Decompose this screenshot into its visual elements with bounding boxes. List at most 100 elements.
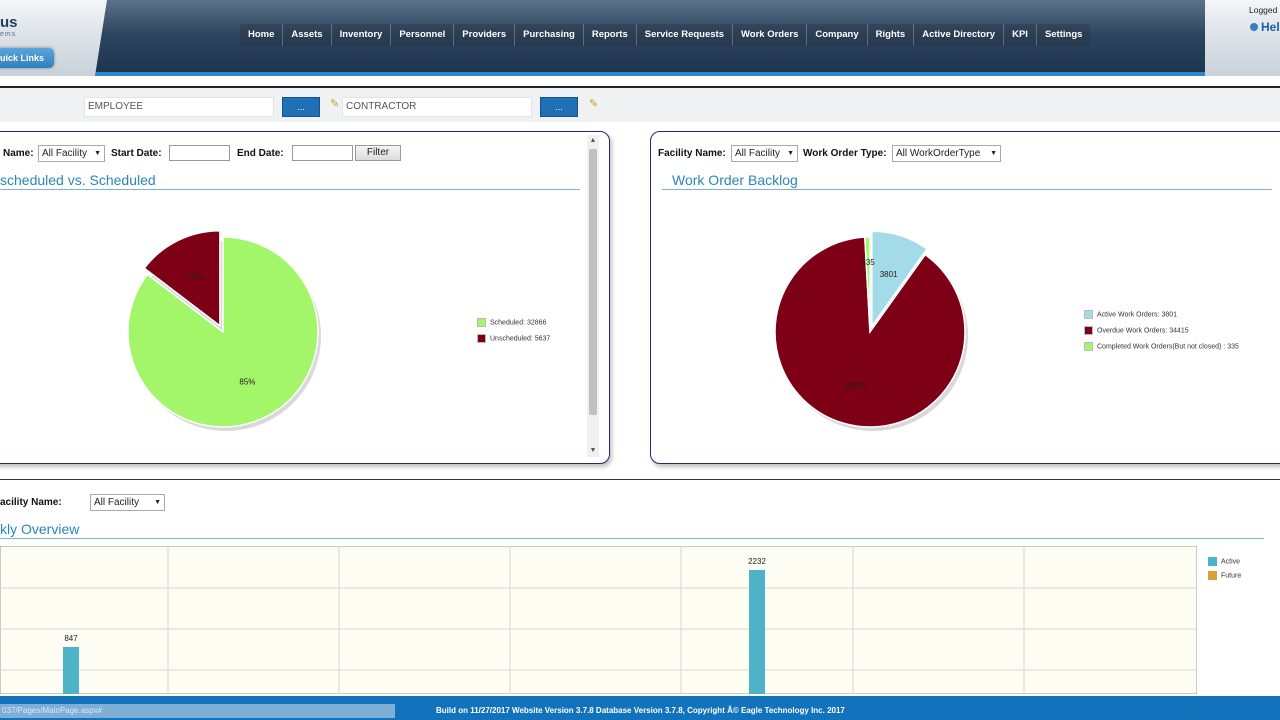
- work-order-type-value: All WorkOrderType: [896, 148, 981, 159]
- backlog-pie-chart: 3801 34415 335: [774, 230, 968, 431]
- legend-label: Future: [1221, 572, 1242, 580]
- nav-assets[interactable]: Assets: [282, 24, 330, 46]
- help-link[interactable]: Hel: [1250, 20, 1280, 34]
- pie-label-active: 3801: [880, 270, 898, 279]
- scrollbar-thumb[interactable]: [589, 149, 597, 415]
- scroll-down-icon[interactable]: ▼: [589, 447, 597, 454]
- nav-personnel[interactable]: Personnel: [390, 24, 453, 46]
- right-panel-title: Work Order Backlog: [672, 172, 798, 188]
- bottom-panel-title: kly Overview: [0, 521, 80, 537]
- contractor-browse-button[interactable]: ...: [540, 97, 578, 117]
- bar-active[interactable]: [63, 646, 79, 694]
- bar-active[interactable]: [749, 570, 765, 694]
- chevron-down-icon: ▼: [154, 499, 161, 506]
- employee-clear-icon[interactable]: ✎: [330, 98, 340, 110]
- header: us ems uick Links Home Assets Inventory …: [0, 0, 1280, 76]
- start-date-input[interactable]: [169, 145, 230, 161]
- legend-label: Overdue Work Orders: 34415: [1097, 327, 1189, 335]
- legend-label: Unscheduled: 5637: [490, 335, 551, 343]
- status-url: 037/Pages/MainPage.aspx#: [0, 704, 395, 718]
- pie-slice-overdue[interactable]: [774, 236, 966, 428]
- nav-settings[interactable]: Settings: [1035, 24, 1090, 46]
- legend-scheduled: Scheduled: 32866: [477, 318, 546, 328]
- backlog-panel: [650, 131, 1280, 464]
- right-facility-label: Facility Name:: [658, 148, 726, 159]
- bar-data-label: 2232: [748, 557, 766, 566]
- legend-swatch: [1084, 310, 1093, 319]
- right-facility-select[interactable]: All Facility ▼: [731, 145, 798, 162]
- footer-copyright: Build on 11/27/2017 Website Version 3.7.…: [436, 706, 845, 715]
- pie-label-overdue: 34415: [844, 381, 867, 390]
- legend-swatch: [1084, 326, 1093, 335]
- chevron-down-icon: ▼: [787, 150, 794, 157]
- legend-unscheduled: Unscheduled: 5637: [477, 334, 550, 344]
- pie-slice-active[interactable]: [871, 230, 929, 329]
- left-facility-label: Name:: [3, 148, 34, 159]
- work-order-type-select[interactable]: All WorkOrderType ▼: [892, 145, 1001, 162]
- legend-label: Active Work Orders: 3801: [1097, 311, 1178, 319]
- scroll-up-icon[interactable]: ▲: [589, 137, 597, 144]
- bottom-facility-select[interactable]: All Facility ▼: [90, 494, 165, 511]
- end-date-label: End Date:: [237, 148, 284, 159]
- legend-swatch: [1208, 557, 1217, 566]
- nav-rights[interactable]: Rights: [866, 24, 914, 46]
- left-panel-title: scheduled vs. Scheduled: [0, 172, 156, 188]
- contractor-clear-icon[interactable]: ✎: [589, 98, 599, 110]
- nav-purchasing[interactable]: Purchasing: [514, 24, 583, 46]
- header-banner: [95, 0, 1205, 76]
- quick-links-button[interactable]: uick Links: [0, 48, 54, 68]
- nav-providers[interactable]: Providers: [453, 24, 514, 46]
- nav-kpi[interactable]: KPI: [1003, 24, 1036, 46]
- legend-swatch: [1084, 342, 1093, 351]
- legend-label: Completed Work Orders(But not closed) : …: [1097, 343, 1239, 351]
- filter-button[interactable]: Filter: [355, 145, 401, 161]
- scheduled-pie-chart: 85% 15%: [127, 229, 321, 431]
- legend-swatch: [477, 318, 486, 327]
- help-icon: [1250, 23, 1258, 31]
- legend-future: Future: [1208, 571, 1241, 581]
- left-facility-value: All Facility: [42, 148, 88, 159]
- bar-data-label: 847: [64, 634, 78, 643]
- pie-label-unscheduled: 15%: [187, 272, 203, 281]
- logged-in-text: Logged: [1249, 5, 1278, 15]
- nav-reports[interactable]: Reports: [582, 24, 636, 46]
- employee-field[interactable]: EMPLOYEE: [84, 97, 274, 117]
- nav-service-requests[interactable]: Service Requests: [635, 24, 732, 46]
- left-facility-select[interactable]: All Facility ▼: [38, 145, 105, 162]
- left-panel-scrollbar[interactable]: ▲ ▼: [587, 135, 599, 457]
- pie-slice-unscheduled[interactable]: [143, 229, 221, 328]
- legend-label: Scheduled: 32866: [490, 319, 547, 327]
- chevron-down-icon: ▼: [990, 150, 997, 157]
- legend-active-work-orders: Active Work Orders: 3801: [1084, 310, 1177, 320]
- start-date-label: Start Date:: [111, 148, 162, 159]
- legend-overdue-work-orders: Overdue Work Orders: 34415: [1084, 326, 1189, 336]
- nav-work-orders[interactable]: Work Orders: [731, 24, 806, 46]
- legend-swatch: [477, 334, 486, 343]
- nav-inventory[interactable]: Inventory: [330, 24, 391, 46]
- weekly-overview-bar-chart: 847 2232: [0, 546, 1197, 694]
- legend-completed-work-orders: Completed Work Orders(But not closed) : …: [1084, 342, 1239, 352]
- person-filter-bar: EMPLOYEE ... ✎ CONTRACTOR ... ✎: [0, 86, 1280, 122]
- section-separator: [0, 479, 1280, 480]
- pie-slice-completed[interactable]: [864, 236, 871, 333]
- plot-area: [0, 546, 1197, 694]
- right-title-rule: [662, 189, 1272, 190]
- bottom-title-rule: [0, 538, 1264, 539]
- nav-company[interactable]: Company: [806, 24, 866, 46]
- logo: us: [0, 14, 18, 31]
- pie-slice-scheduled[interactable]: [127, 236, 319, 428]
- bottom-facility-label: acility Name:: [0, 497, 62, 508]
- logo-subtitle: ems: [0, 31, 17, 38]
- pie-label-completed: 335: [861, 258, 875, 267]
- bottom-facility-value: All Facility: [94, 497, 140, 508]
- top-navigation: Home Assets Inventory Personnel Provider…: [240, 24, 1091, 46]
- nav-home[interactable]: Home: [248, 29, 275, 40]
- pie-label-scheduled: 85%: [239, 377, 255, 386]
- nav-active-directory[interactable]: Active Directory: [913, 24, 1003, 46]
- right-facility-value: All Facility: [735, 148, 781, 159]
- help-label: Hel: [1261, 20, 1280, 34]
- end-date-input[interactable]: [292, 145, 353, 161]
- contractor-field[interactable]: CONTRACTOR: [342, 97, 532, 117]
- employee-browse-button[interactable]: ...: [282, 97, 320, 117]
